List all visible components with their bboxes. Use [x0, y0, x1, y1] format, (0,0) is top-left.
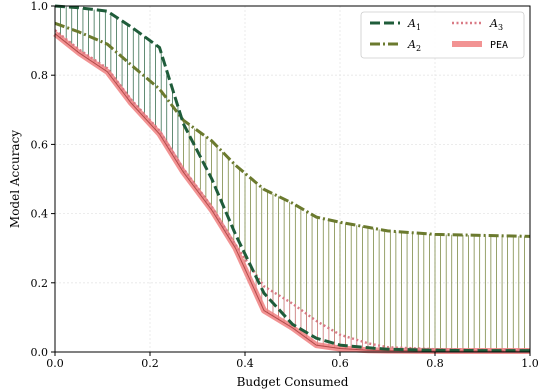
x-tick-label: 1.0: [521, 357, 539, 370]
legend-subscript: 2: [416, 44, 421, 53]
series-line-pea-core: [54, 33, 530, 352]
series-line-a1: [54, 4, 530, 353]
y-axis-label: Model Accuracy: [8, 130, 22, 228]
legend-label: PEA: [490, 40, 508, 51]
y-tick-label: 0.0: [31, 346, 49, 359]
series-lines: [53, 4, 531, 354]
x-tick-label: 0.8: [426, 357, 444, 370]
x-tick-label: 0.4: [236, 357, 254, 370]
x-tick-label: 0.2: [141, 357, 159, 370]
x-ticks: 0.0 0.2 0.4 0.6 0.8 1.0: [46, 352, 539, 370]
series-line-a2: [54, 21, 531, 238]
x-axis-label: Budget Consumed: [237, 375, 349, 389]
series-line-a3: [54, 29, 530, 352]
y-tick-label: 0.4: [31, 208, 49, 221]
y-ticks: 0.0 0.2 0.4 0.6 0.8 1.0: [31, 0, 55, 359]
legend-subscript: 1: [416, 23, 421, 32]
series-line-pea: [53, 31, 530, 354]
legend-subscript: 3: [498, 23, 503, 32]
vertical-drop-lines: [54, 6, 531, 351]
x-tick-label: 0.0: [46, 357, 64, 370]
x-tick-label: 0.6: [331, 357, 349, 370]
y-tick-label: 1.0: [31, 0, 49, 13]
y-tick-label: 0.2: [31, 277, 49, 290]
legend-box: [360, 11, 525, 59]
plot-frame: [54, 5, 531, 353]
y-tick-label: 0.6: [31, 138, 49, 151]
y-tick-label: 0.8: [31, 69, 49, 82]
